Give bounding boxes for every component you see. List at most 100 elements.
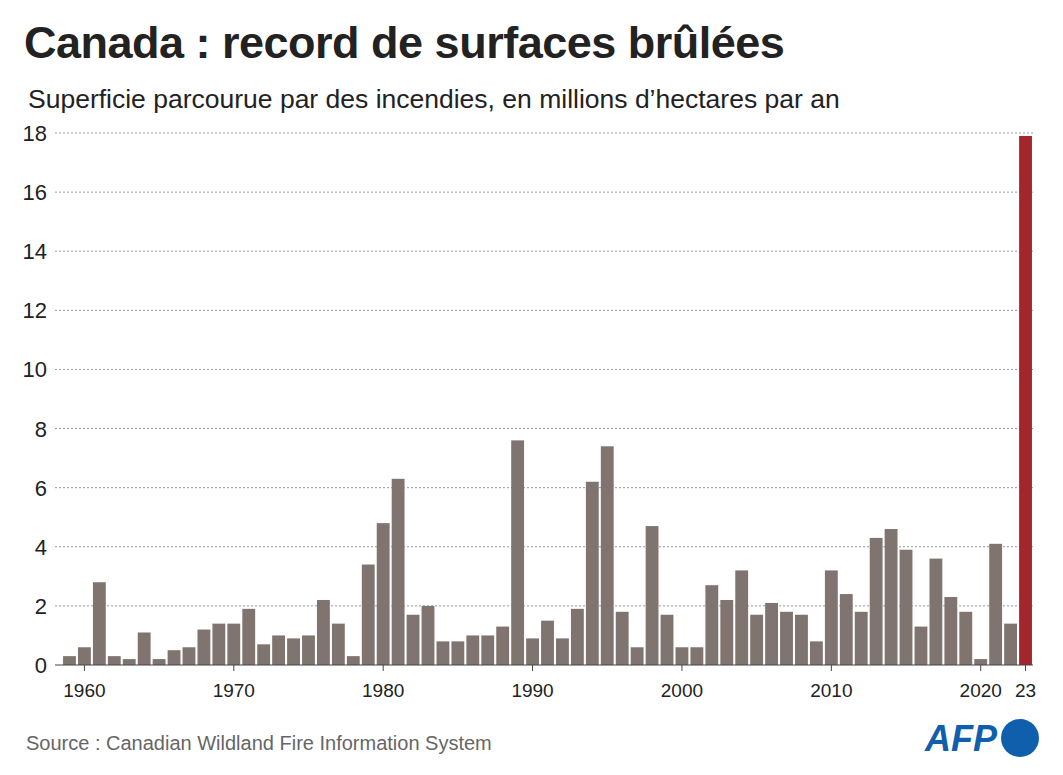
x-tick-label: 1980 xyxy=(362,680,404,701)
x-tick xyxy=(1025,665,1026,671)
bar xyxy=(601,446,614,665)
bar xyxy=(646,526,659,665)
bar xyxy=(257,644,270,665)
bar xyxy=(900,550,913,665)
bar xyxy=(332,624,345,665)
logo: AFP xyxy=(924,718,1039,759)
bar xyxy=(526,638,539,665)
bar xyxy=(870,538,883,665)
bar xyxy=(437,641,450,665)
bar xyxy=(63,656,76,665)
bar xyxy=(571,609,584,665)
bar xyxy=(108,656,121,665)
bar xyxy=(974,659,987,665)
bar xyxy=(511,440,524,665)
bar xyxy=(885,529,898,665)
x-tick xyxy=(383,665,384,671)
x-tick xyxy=(831,665,832,671)
bar xyxy=(1019,136,1032,665)
bar xyxy=(929,559,942,665)
grid-line xyxy=(55,428,1033,429)
bar xyxy=(810,641,823,665)
x-tick xyxy=(84,665,85,671)
bar xyxy=(227,624,240,665)
bar xyxy=(676,647,689,665)
bar xyxy=(347,656,360,665)
x-tick-label: 1970 xyxy=(213,680,255,701)
bar xyxy=(466,635,479,665)
bar xyxy=(765,603,778,665)
y-tick-label: 0 xyxy=(35,653,47,678)
x-tick-label: 2000 xyxy=(661,680,703,701)
bar xyxy=(123,659,136,665)
bar xyxy=(705,585,718,665)
y-tick-label: 12 xyxy=(23,298,47,323)
bar xyxy=(661,615,674,665)
bar xyxy=(496,627,509,665)
bar xyxy=(422,606,435,665)
x-tick-label: 2020 xyxy=(960,680,1002,701)
logo-circle xyxy=(1001,719,1039,757)
x-tick xyxy=(980,665,981,671)
y-tick-label: 14 xyxy=(23,239,47,264)
y-tick-label: 4 xyxy=(35,535,47,560)
bar xyxy=(481,635,494,665)
bar xyxy=(302,635,315,665)
bar xyxy=(556,638,569,665)
bar xyxy=(183,647,196,665)
bar xyxy=(825,570,838,665)
y-tick-label: 6 xyxy=(35,476,47,501)
y-tick-label: 16 xyxy=(23,180,47,205)
bar xyxy=(631,647,644,665)
bar xyxy=(795,615,808,665)
bar xyxy=(212,624,225,665)
bar xyxy=(780,612,793,665)
bar xyxy=(407,615,420,665)
bar xyxy=(78,647,91,665)
bar xyxy=(586,482,599,665)
bar xyxy=(959,612,972,665)
bar xyxy=(242,609,255,665)
logo-text: AFP xyxy=(924,718,998,759)
grid-line xyxy=(55,192,1033,193)
bar xyxy=(287,638,300,665)
x-tick xyxy=(233,665,234,671)
bar xyxy=(915,627,928,665)
y-tick-label: 8 xyxy=(35,417,47,442)
chart: Canada : record de surfaces brûlées Super… xyxy=(0,0,1063,775)
title: Canada : record de surfaces brûlées xyxy=(24,17,784,68)
bar xyxy=(377,523,390,665)
subtitle: Superficie parcourue par des incendies, … xyxy=(28,84,840,114)
bar xyxy=(690,647,703,665)
bar xyxy=(1004,624,1017,665)
bar xyxy=(616,612,629,665)
bar xyxy=(317,600,330,665)
grid-line xyxy=(55,133,1033,134)
bar xyxy=(944,597,957,665)
bar xyxy=(750,615,763,665)
bar xyxy=(720,600,733,665)
bar xyxy=(272,635,285,665)
bar xyxy=(362,565,375,665)
x-tick xyxy=(681,665,682,671)
y-tick-label: 2 xyxy=(35,594,47,619)
bar xyxy=(735,570,748,665)
bar xyxy=(451,641,464,665)
bar xyxy=(855,612,868,665)
grid-line xyxy=(55,310,1033,311)
x-tick-label: 23 xyxy=(1015,680,1036,701)
grid-line xyxy=(55,251,1033,252)
source: Source : Canadian Wildland Fire Informat… xyxy=(26,732,492,754)
y-tick-label: 18 xyxy=(23,121,47,146)
grid-line xyxy=(55,487,1033,488)
x-tick-label: 2010 xyxy=(810,680,852,701)
y-tick-label: 10 xyxy=(23,357,47,382)
bar xyxy=(197,630,210,665)
bar xyxy=(392,479,405,665)
grid-line xyxy=(55,369,1033,370)
bar xyxy=(153,659,166,665)
x-tick-label: 1960 xyxy=(63,680,105,701)
bar xyxy=(93,582,106,665)
x-tick xyxy=(532,665,533,671)
bar xyxy=(138,632,151,665)
